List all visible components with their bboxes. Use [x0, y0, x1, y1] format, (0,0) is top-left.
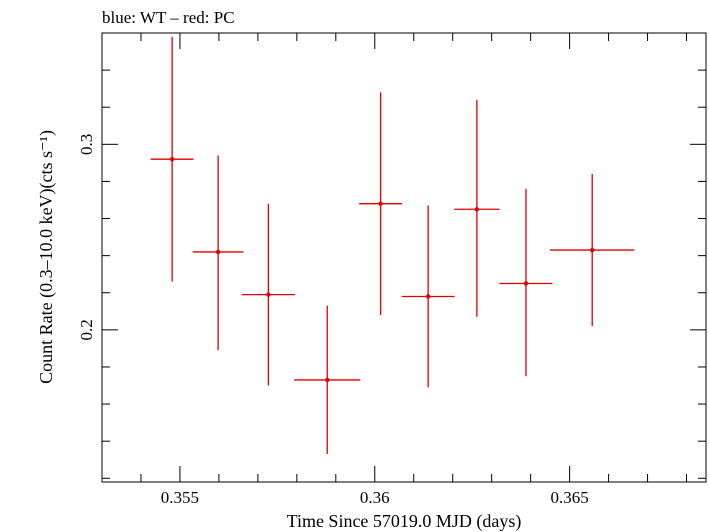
x-tick-label: 0.355 — [161, 488, 199, 507]
point-marker — [523, 281, 529, 286]
point-marker — [325, 377, 330, 383]
point-marker — [169, 156, 175, 162]
data-point — [550, 174, 635, 327]
chart-title: blue: WT – red: PC — [102, 8, 235, 27]
y-tick-label: 0.3 — [77, 134, 96, 155]
data-point — [499, 188, 553, 377]
point-marker — [266, 292, 271, 297]
x-tick-label: 0.365 — [550, 488, 588, 507]
data-point — [150, 36, 194, 282]
x-axis-label: Time Since 57019.0 MJD (days) — [287, 511, 522, 532]
point-marker — [590, 247, 595, 253]
data-point — [241, 203, 295, 386]
data-point — [294, 305, 361, 455]
x-tick-label: 0.36 — [360, 488, 390, 507]
point-marker — [474, 207, 480, 212]
data-points — [150, 36, 635, 455]
point-marker — [215, 249, 221, 255]
data-point — [401, 205, 455, 388]
data-point — [359, 92, 403, 316]
point-marker — [378, 201, 383, 206]
tick-labels: 0.355 0.36 0.365 0.2 0.3 — [77, 134, 589, 507]
point-marker — [425, 294, 431, 299]
y-tick-label: 0.2 — [77, 319, 96, 340]
data-point — [454, 99, 500, 317]
data-point — [192, 155, 244, 351]
axis-ticks — [101, 32, 706, 482]
plot-frame — [101, 32, 707, 483]
y-axis-label: Count Rate (0.3–10.0 keV)(cts s⁻¹) — [36, 130, 57, 384]
